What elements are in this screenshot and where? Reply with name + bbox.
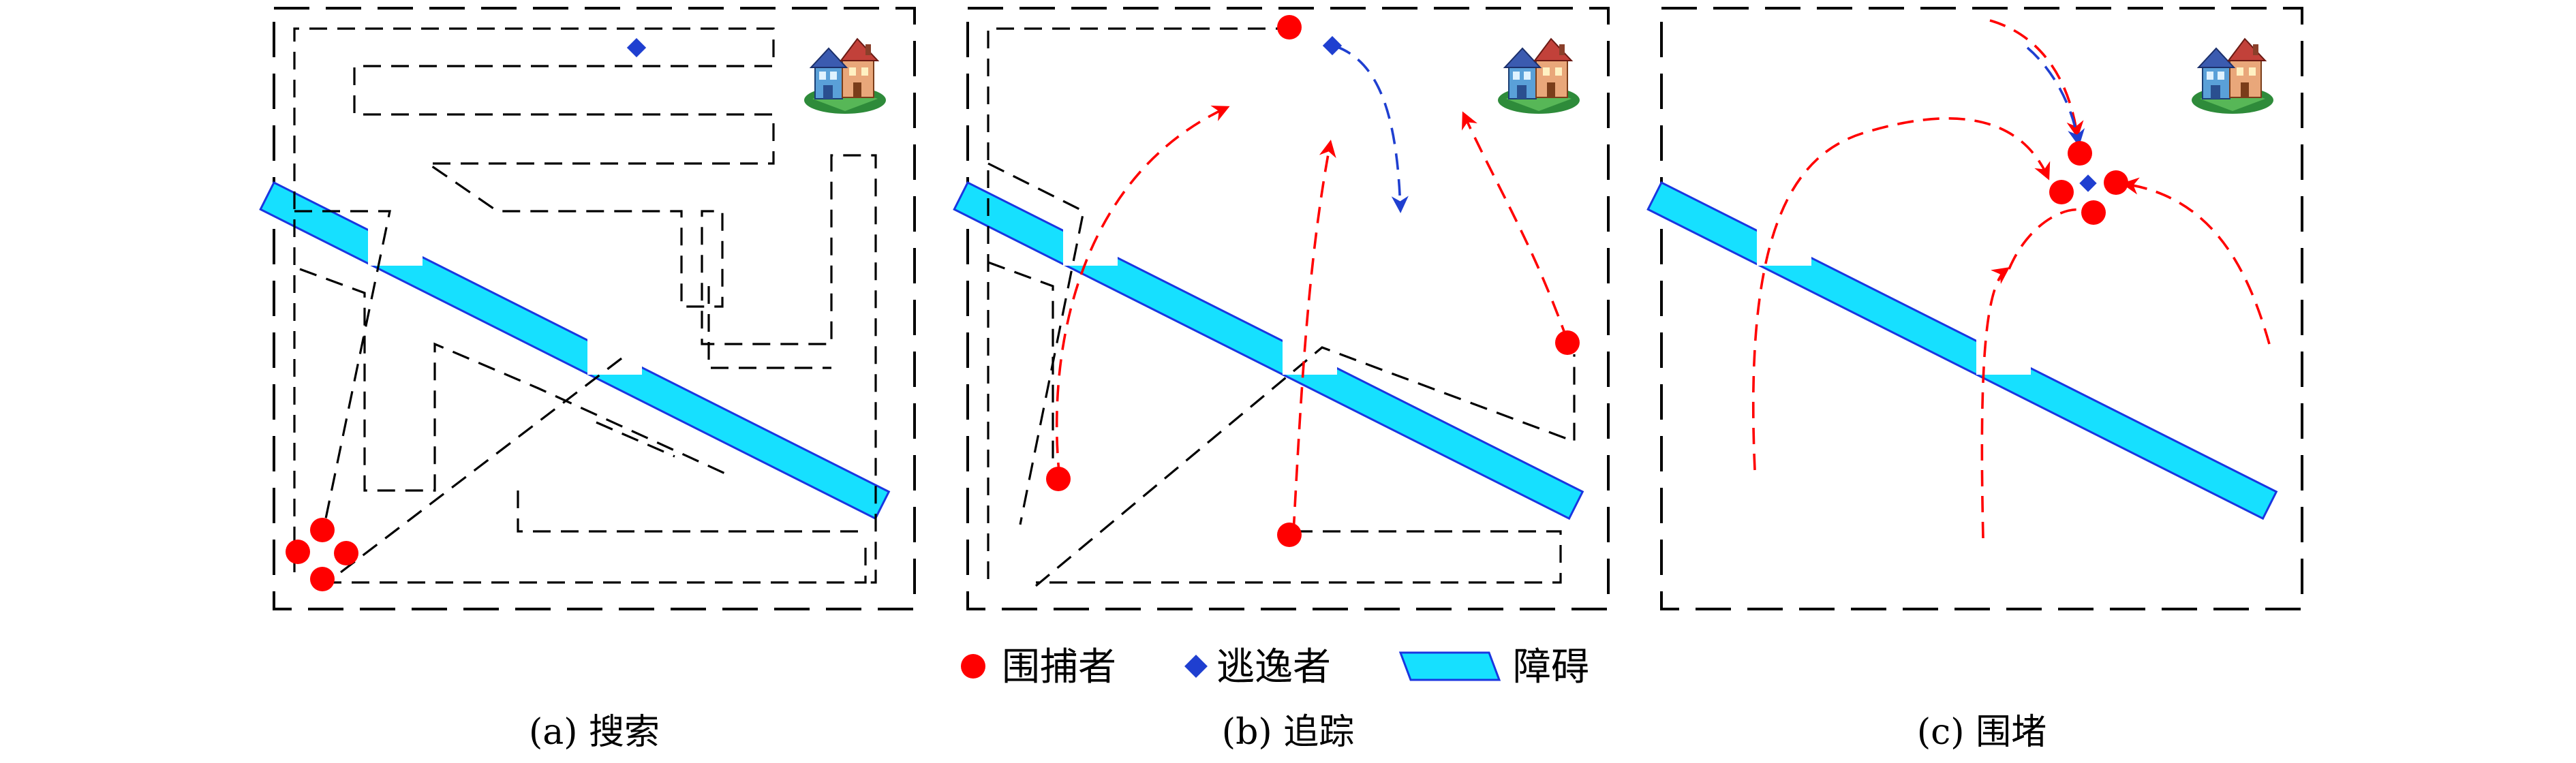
panel-search	[259, 7, 916, 610]
pursuer-trajectory	[2008, 208, 2086, 270]
pursuer-marker	[1277, 523, 1302, 547]
legend-evader-label: 逃逸者	[1216, 645, 1331, 689]
pursuer-trajectory	[2121, 177, 2271, 345]
caption-a: (a) 搜索	[529, 712, 660, 753]
caption-b: (b) 追踪	[1222, 712, 1354, 753]
pursuer-marker	[286, 540, 310, 564]
pursuer-marker	[2068, 141, 2092, 166]
pursuer-marker	[2081, 200, 2106, 225]
pursuer-trajectories-b	[1055, 106, 1569, 533]
evader-marker	[626, 37, 647, 58]
legend-pursuer-icon	[961, 654, 985, 679]
panel-encirclement	[1646, 7, 2303, 610]
pursuer-trajectory	[1989, 19, 2084, 138]
evader-trajectory	[1335, 45, 1409, 214]
panel-b-border	[966, 7, 1610, 610]
caption-c: (c) 围堵	[1917, 712, 2046, 753]
pursuer-group-c	[2049, 141, 2128, 225]
pursuer-group-b	[1046, 15, 1580, 547]
pursuer-marker	[1046, 467, 1071, 491]
pursuer-trajectory	[1055, 106, 1230, 480]
pursuer-marker	[1555, 330, 1580, 355]
pursuer-marker	[334, 541, 358, 565]
obstacle-c	[1646, 181, 2278, 520]
pursuer-trajectory	[1752, 117, 2051, 471]
pursuer-group-a	[286, 518, 358, 591]
search-path	[293, 27, 877, 584]
evader-trajectory	[2026, 46, 2085, 146]
search-path-2	[294, 210, 831, 539]
pursuer-marker	[310, 567, 335, 591]
legend-evader-icon	[1184, 655, 1208, 678]
obstacle-a	[259, 181, 890, 520]
evader-marker	[2079, 174, 2097, 192]
panel-a-border	[273, 7, 916, 610]
pursuer-trajectories-c	[1752, 19, 2271, 539]
pursuer-marker	[1277, 15, 1302, 40]
obstacle-b	[953, 181, 1584, 520]
pursuer-trajectory	[1980, 267, 2010, 539]
pursuer-trajectory	[1292, 140, 1336, 533]
legend-pursuer-label: 围捕者	[1002, 645, 1116, 689]
pursuer-marker	[2104, 170, 2128, 195]
pursuer-marker	[310, 518, 335, 542]
pursuer-marker	[2049, 180, 2074, 204]
track-path	[987, 27, 1576, 587]
panel-tracking	[953, 7, 1610, 610]
search-path-3	[324, 353, 867, 584]
legend: 围捕者 逃逸者 障碍	[961, 645, 1589, 689]
legend-obstacle-label: 障碍	[1513, 645, 1589, 689]
panel-c-border	[1660, 7, 2303, 610]
house-icon	[2191, 38, 2274, 114]
house-icon	[803, 38, 887, 114]
legend-obstacle-icon	[1398, 651, 1501, 681]
house-icon	[1497, 38, 1580, 114]
pursuer-trajectory	[1462, 111, 1569, 341]
evader-marker	[1322, 35, 1343, 56]
